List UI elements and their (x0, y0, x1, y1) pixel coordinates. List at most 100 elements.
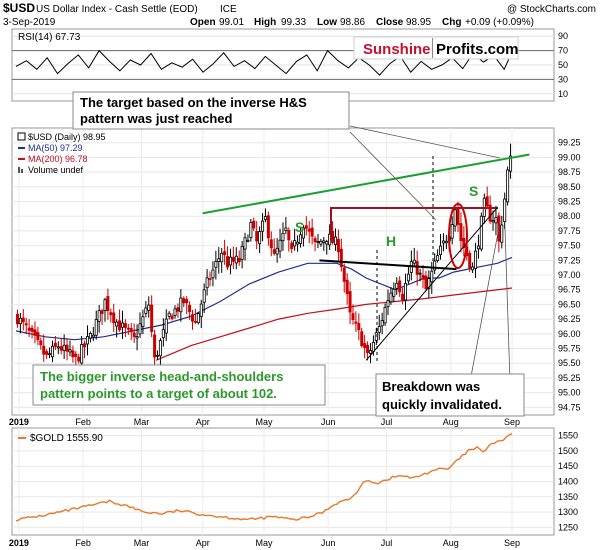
candle (404, 273, 408, 311)
candle (115, 319, 119, 338)
candle (424, 271, 428, 291)
candle (287, 227, 291, 252)
candle (439, 233, 443, 260)
candle (249, 218, 253, 242)
candle (506, 166, 510, 206)
candle (333, 228, 337, 251)
usd-tick-label: 96.25 (558, 314, 581, 324)
candle (252, 217, 256, 232)
candle (68, 340, 72, 357)
rsi-label: RSI(14) 67.73 (18, 32, 81, 43)
candle (237, 250, 241, 266)
candle (500, 215, 504, 249)
candle (33, 321, 37, 344)
candle (109, 308, 113, 323)
usd-tick-label: 95.00 (558, 388, 581, 398)
candle (94, 310, 98, 340)
candle (261, 213, 265, 242)
usd-month-label: May (255, 417, 273, 427)
svg-text:MA(200) 96.78: MA(200) 96.78 (28, 154, 88, 164)
gold-tick-label: 1500 (558, 446, 578, 456)
candle (269, 231, 273, 257)
svg-text:$USD (Daily) 98.95: $USD (Daily) 98.95 (28, 132, 106, 142)
usd-month-label: Sep (504, 417, 520, 427)
candle (39, 337, 43, 350)
gold-month-label: Feb (75, 538, 91, 548)
candle (164, 309, 168, 342)
candle (474, 242, 478, 279)
candle (491, 210, 495, 231)
candle (217, 246, 221, 274)
gold-month-label: May (255, 538, 273, 548)
candle (485, 186, 489, 208)
green-trendline (202, 153, 530, 215)
candle (351, 304, 355, 325)
usd-tick-label: 98.50 (558, 182, 581, 192)
candle (59, 338, 63, 355)
candle (144, 301, 148, 318)
rsi-tick-label: 70 (558, 46, 568, 56)
candle (263, 208, 267, 223)
candle (450, 216, 454, 245)
candle (112, 303, 116, 333)
candle (476, 234, 480, 259)
candle (123, 319, 127, 337)
candle (336, 229, 340, 262)
candle (357, 313, 361, 341)
candle (36, 326, 40, 345)
svg-text:The target based on the invers: The target based on the inverse H&S (80, 95, 307, 110)
candle (24, 317, 28, 335)
svg-text:High: High (254, 17, 276, 28)
candle (366, 341, 370, 361)
label-head: H (386, 233, 396, 249)
candle (488, 195, 492, 224)
breakdown-annotation: Breakdown was quickly invalidated. (375, 373, 525, 417)
svg-text:98.86: 98.86 (340, 17, 365, 28)
svg-text:Volume undef: Volume undef (28, 165, 84, 175)
candle (228, 248, 232, 275)
candle (304, 216, 308, 236)
candle (503, 192, 507, 230)
candle (126, 323, 130, 335)
candle (211, 261, 215, 287)
sunshine-profits-logo: Sunshine Profits.com (353, 36, 519, 60)
gold-tick-label: 1250 (558, 522, 578, 532)
candle (319, 238, 323, 247)
candle (53, 335, 57, 350)
candle (223, 239, 227, 265)
candle (348, 281, 352, 325)
candle (368, 343, 372, 364)
candle (296, 235, 300, 252)
candle (226, 246, 230, 270)
svg-text:pattern points to a target of: pattern points to a target of about 102. (40, 386, 277, 401)
svg-text:99.01: 99.01 (219, 17, 244, 28)
candle (65, 338, 69, 361)
candle (494, 205, 498, 236)
candle (246, 234, 250, 243)
candle (453, 207, 457, 232)
candle (322, 237, 326, 251)
annotation-pointers (349, 125, 511, 383)
candle (74, 351, 78, 367)
chart-header: $USD US Dollar Index - Cash Settle (EOD)… (3, 1, 596, 28)
candle (18, 313, 22, 334)
candle (339, 238, 343, 272)
gold-tick-label: 1400 (558, 477, 578, 487)
candle (360, 327, 364, 348)
candle (509, 143, 513, 179)
candle (141, 309, 145, 335)
usd-tick-label: 96.00 (558, 329, 581, 339)
candle (129, 322, 133, 341)
candle (243, 232, 247, 261)
candle (120, 310, 124, 340)
candle (354, 311, 358, 332)
candle (386, 289, 390, 316)
candle (441, 233, 445, 252)
candle (412, 247, 416, 266)
candle (161, 318, 165, 347)
candle (77, 353, 81, 364)
candle (290, 240, 294, 254)
candle (97, 304, 101, 333)
candle (383, 303, 387, 326)
candle (50, 340, 54, 363)
